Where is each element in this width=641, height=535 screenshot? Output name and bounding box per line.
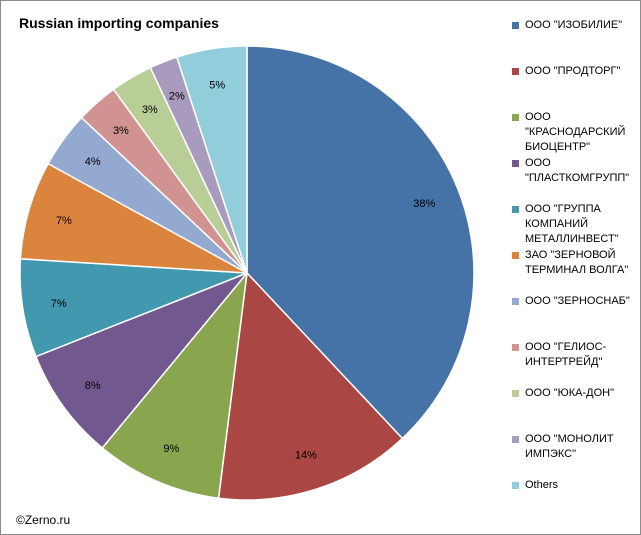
legend-label-line: ИНТЕРТРЕЙД" bbox=[525, 356, 603, 368]
legend-label-8: ООО "ЮКА-ДОН" bbox=[525, 386, 638, 401]
legend-swatch-2 bbox=[512, 114, 519, 121]
legend-label-line: БИОЦЕНТР" bbox=[525, 141, 591, 153]
slice-value-label-5: 7% bbox=[56, 215, 72, 227]
pie-slice-1 bbox=[217, 271, 404, 501]
slice-value-label-10: 5% bbox=[209, 80, 225, 92]
pie-slice-2 bbox=[101, 270, 249, 500]
legend-label-line: ООО "ПРОДТОРГ" bbox=[525, 65, 621, 77]
legend-label-line: ООО "ЮКА-ДОН" bbox=[525, 387, 615, 399]
slice-value-label-8: 3% bbox=[142, 104, 158, 116]
legend-label-line: ТЕРМИНАЛ ВОЛГА" bbox=[525, 264, 629, 276]
legend-label-line: ООО bbox=[525, 111, 551, 123]
legend-label-5: ЗАО "ЗЕРНОВОЙ ТЕРМИНАЛ ВОЛГА" bbox=[525, 248, 638, 278]
legend-label-4: ООО "ГРУППА КОМПАНИЙ МЕТАЛЛИНВЕСТ" bbox=[525, 202, 638, 247]
legend-label-line: ООО "МОНОЛИТ bbox=[525, 433, 614, 445]
pie-slice-0 bbox=[246, 45, 475, 440]
legend-label-line: Others bbox=[525, 479, 559, 491]
legend-swatch-9 bbox=[512, 436, 519, 443]
legend-swatch-6 bbox=[512, 298, 519, 305]
legend-swatch-1 bbox=[512, 68, 519, 75]
legend-label-line: МЕТАЛЛИНВЕСТ" bbox=[525, 233, 619, 245]
legend: ООО "ИЗОБИЛИЕ" ООО "ПРОДТОРГ" ООО "КРАСНОДА… bbox=[512, 1, 640, 534]
legend-label-line: ООО "ГРУППА bbox=[525, 203, 601, 215]
legend-swatch-3 bbox=[512, 160, 519, 167]
legend-label-10: Others bbox=[525, 478, 638, 493]
chart-title: Russian importing companies bbox=[19, 15, 219, 31]
slice-value-label-2: 9% bbox=[163, 443, 179, 455]
copyright-text: ©Zerno.ru bbox=[16, 513, 71, 527]
legend-swatch-10 bbox=[512, 482, 519, 489]
legend-swatch-5 bbox=[512, 252, 519, 259]
slice-value-label-9: 2% bbox=[169, 91, 185, 103]
pie-chart: 38% 14% 9% 8% 7% 7% 4% 3% 3% 2% 5% bbox=[19, 45, 475, 501]
legend-label-line: ООО "ГЕЛИОС- bbox=[525, 341, 607, 353]
legend-label-7: ООО "ГЕЛИОС- ИНТЕРТРЕЙД" bbox=[525, 340, 638, 370]
legend-label-line: ИМПЭКС" bbox=[525, 448, 577, 460]
slice-value-label-0: 38% bbox=[413, 198, 435, 210]
slice-value-label-1: 14% bbox=[295, 449, 317, 461]
legend-label-0: ООО "ИЗОБИЛИЕ" bbox=[525, 18, 638, 33]
legend-swatch-4 bbox=[512, 206, 519, 213]
legend-label-line: ООО "ИЗОБИЛИЕ" bbox=[525, 19, 623, 31]
pie-slice-10 bbox=[175, 45, 248, 274]
slice-value-label-7: 3% bbox=[113, 125, 129, 137]
legend-label-line: "ПЛАСТКОМГРУПП" bbox=[525, 172, 630, 184]
slice-value-label-6: 4% bbox=[85, 156, 101, 168]
legend-swatch-0 bbox=[512, 22, 519, 29]
legend-label-line: КОМПАНИЙ bbox=[525, 218, 589, 230]
slice-value-label-3: 8% bbox=[85, 380, 101, 392]
legend-label-3: ООО "ПЛАСТКОМГРУПП" bbox=[525, 156, 638, 186]
legend-label-2: ООО "КРАСНОДАРСКИЙ БИОЦЕНТР" bbox=[525, 110, 638, 155]
legend-label-line: ООО bbox=[525, 157, 551, 169]
legend-swatch-8 bbox=[512, 390, 519, 397]
legend-label-6: ООО "ЗЕРНОСНАБ" bbox=[525, 294, 638, 309]
legend-label-9: ООО "МОНОЛИТ ИМПЭКС" bbox=[525, 432, 638, 462]
legend-swatch-7 bbox=[512, 344, 519, 351]
legend-label-line: ЗАО "ЗЕРНОВОЙ bbox=[525, 249, 616, 261]
pie-slice-3 bbox=[34, 272, 248, 449]
legend-label-1: ООО "ПРОДТОРГ" bbox=[525, 64, 638, 79]
legend-label-line: ООО "ЗЕРНОСНАБ" bbox=[525, 295, 630, 307]
legend-label-line: "КРАСНОДАРСКИЙ bbox=[525, 126, 626, 138]
slice-value-label-4: 7% bbox=[51, 298, 67, 310]
